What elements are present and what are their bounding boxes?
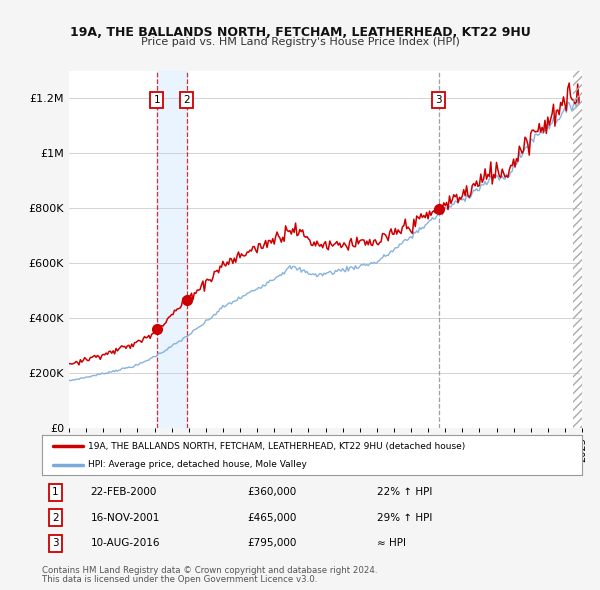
Text: Contains HM Land Registry data © Crown copyright and database right 2024.: Contains HM Land Registry data © Crown c… bbox=[42, 566, 377, 575]
Text: £360,000: £360,000 bbox=[247, 487, 296, 497]
Bar bbox=[157, 71, 187, 428]
Text: 19A, THE BALLANDS NORTH, FETCHAM, LEATHERHEAD, KT22 9HU: 19A, THE BALLANDS NORTH, FETCHAM, LEATHE… bbox=[70, 26, 530, 39]
Text: 1: 1 bbox=[52, 487, 59, 497]
Text: 19A, THE BALLANDS NORTH, FETCHAM, LEATHERHEAD, KT22 9HU (detached house): 19A, THE BALLANDS NORTH, FETCHAM, LEATHE… bbox=[88, 441, 465, 451]
Text: 3: 3 bbox=[52, 538, 59, 548]
Text: This data is licensed under the Open Government Licence v3.0.: This data is licensed under the Open Gov… bbox=[42, 575, 317, 584]
Text: £465,000: £465,000 bbox=[247, 513, 296, 523]
Text: HPI: Average price, detached house, Mole Valley: HPI: Average price, detached house, Mole… bbox=[88, 460, 307, 470]
Text: 2: 2 bbox=[52, 513, 59, 523]
Bar bbox=[574, 71, 582, 428]
Text: 3: 3 bbox=[436, 94, 442, 104]
Text: 22-FEB-2000: 22-FEB-2000 bbox=[91, 487, 157, 497]
Text: 29% ↑ HPI: 29% ↑ HPI bbox=[377, 513, 432, 523]
Text: 10-AUG-2016: 10-AUG-2016 bbox=[91, 538, 160, 548]
Text: £795,000: £795,000 bbox=[247, 538, 296, 548]
Text: 1: 1 bbox=[154, 94, 160, 104]
Text: 22% ↑ HPI: 22% ↑ HPI bbox=[377, 487, 432, 497]
Bar bbox=[580, 71, 582, 428]
Text: 2: 2 bbox=[184, 94, 190, 104]
Text: ≈ HPI: ≈ HPI bbox=[377, 538, 406, 548]
Text: 16-NOV-2001: 16-NOV-2001 bbox=[91, 513, 160, 523]
Text: Price paid vs. HM Land Registry's House Price Index (HPI): Price paid vs. HM Land Registry's House … bbox=[140, 38, 460, 47]
